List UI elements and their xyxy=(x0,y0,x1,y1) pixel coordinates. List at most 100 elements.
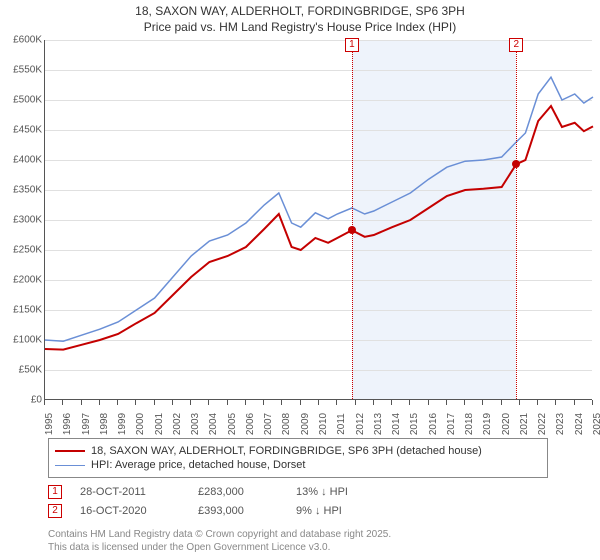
x-tick-label: 2018 xyxy=(464,413,475,435)
legend-label: 18, SAXON WAY, ALDERHOLT, FORDINGBRIDGE,… xyxy=(91,445,482,457)
x-tick-label: 2008 xyxy=(281,413,292,435)
x-tick-label: 2003 xyxy=(190,413,201,435)
x-tick-label: 2000 xyxy=(135,413,146,435)
x-tick xyxy=(190,400,191,405)
y-tick-label: £400K xyxy=(13,155,42,166)
x-tick xyxy=(482,400,483,405)
x-tick xyxy=(172,400,173,405)
x-tick-label: 2020 xyxy=(501,413,512,435)
x-tick-label: 2006 xyxy=(245,413,256,435)
x-tick xyxy=(245,400,246,405)
title-line1: 18, SAXON WAY, ALDERHOLT, FORDINGBRIDGE,… xyxy=(0,4,600,20)
y-tick-label: £600K xyxy=(13,35,42,46)
series-price_paid xyxy=(45,106,593,350)
sale-num-box: 1 xyxy=(48,485,62,499)
x-tick xyxy=(409,400,410,405)
x-tick-label: 2024 xyxy=(574,413,585,435)
y-tick-label: £250K xyxy=(13,245,42,256)
sale-dot xyxy=(512,160,520,168)
x-tick-label: 2014 xyxy=(391,413,402,435)
y-axis: £0£50K£100K£150K£200K£250K£300K£350K£400… xyxy=(0,40,44,400)
x-tick-label: 1997 xyxy=(81,413,92,435)
line-plot-svg xyxy=(45,40,593,400)
sale-date: 16-OCT-2020 xyxy=(80,505,180,517)
x-tick xyxy=(62,400,63,405)
sale-diff: 9% ↓ HPI xyxy=(296,505,396,517)
y-tick-label: £150K xyxy=(13,305,42,316)
x-tick-label: 2013 xyxy=(373,413,384,435)
title-block: 18, SAXON WAY, ALDERHOLT, FORDINGBRIDGE,… xyxy=(0,0,600,35)
legend-row: 18, SAXON WAY, ALDERHOLT, FORDINGBRIDGE,… xyxy=(55,445,541,457)
sale-num-box: 2 xyxy=(48,504,62,518)
x-tick xyxy=(574,400,575,405)
y-tick-label: £0 xyxy=(31,395,42,406)
x-tick xyxy=(99,400,100,405)
x-tick-label: 2022 xyxy=(537,413,548,435)
x-tick-label: 2004 xyxy=(208,413,219,435)
x-tick xyxy=(519,400,520,405)
sale-marker-box: 1 xyxy=(345,38,359,52)
x-tick xyxy=(154,400,155,405)
x-tick-label: 2007 xyxy=(263,413,274,435)
x-tick xyxy=(501,400,502,405)
x-tick xyxy=(81,400,82,405)
x-tick xyxy=(537,400,538,405)
x-tick-label: 2023 xyxy=(555,413,566,435)
chart-container: 18, SAXON WAY, ALDERHOLT, FORDINGBRIDGE,… xyxy=(0,0,600,560)
x-tick-label: 2011 xyxy=(336,413,347,435)
sale-row: 216-OCT-2020£393,0009% ↓ HPI xyxy=(48,504,548,518)
sale-dot xyxy=(348,226,356,234)
sale-price: £283,000 xyxy=(198,486,278,498)
x-tick xyxy=(592,400,593,405)
x-tick-label: 2017 xyxy=(446,413,457,435)
x-tick-label: 2025 xyxy=(592,413,600,435)
sale-row: 1 28-OCT-2011 £283,000 13% ↓ HPI xyxy=(48,485,548,499)
plot-area: 12 xyxy=(44,40,592,400)
sale-marker-box: 2 xyxy=(509,38,523,52)
x-axis: 1995199619971998199920002001200220032004… xyxy=(44,400,592,430)
footer-line2: This data is licensed under the Open Gov… xyxy=(48,541,391,554)
x-tick xyxy=(227,400,228,405)
x-tick-label: 2010 xyxy=(318,413,329,435)
x-tick-label: 2021 xyxy=(519,413,530,435)
x-tick xyxy=(318,400,319,405)
series-hpi xyxy=(45,77,593,341)
x-tick-label: 2002 xyxy=(172,413,183,435)
x-tick xyxy=(336,400,337,405)
x-tick xyxy=(263,400,264,405)
chart-area: £0£50K£100K£150K£200K£250K£300K£350K£400… xyxy=(0,40,600,430)
legend-swatch xyxy=(55,465,85,466)
sale-diff: 13% ↓ HPI xyxy=(296,486,396,498)
x-tick xyxy=(117,400,118,405)
sales-summary: 1 28-OCT-2011 £283,000 13% ↓ HPI 2 16-OCT-202… xyxy=(48,480,548,523)
x-tick xyxy=(391,400,392,405)
y-tick-label: £450K xyxy=(13,125,42,136)
legend-label: HPI: Average price, detached house, Dors… xyxy=(91,459,305,471)
x-tick-label: 2015 xyxy=(409,413,420,435)
sale-date: 28-OCT-2011 xyxy=(80,486,180,498)
x-tick-label: 2009 xyxy=(300,413,311,435)
x-tick-label: 2005 xyxy=(227,413,238,435)
x-tick-label: 2001 xyxy=(154,413,165,435)
y-tick-label: £500K xyxy=(13,95,42,106)
sale-vline xyxy=(352,40,353,399)
x-tick xyxy=(135,400,136,405)
x-tick-label: 1996 xyxy=(62,413,73,435)
legend-box: 18, SAXON WAY, ALDERHOLT, FORDINGBRIDGE,… xyxy=(48,438,548,478)
footer-line1: Contains HM Land Registry data © Crown c… xyxy=(48,528,391,541)
x-tick xyxy=(373,400,374,405)
title-line2: Price paid vs. HM Land Registry's House … xyxy=(0,20,600,36)
x-tick xyxy=(300,400,301,405)
x-tick-label: 2012 xyxy=(355,413,366,435)
x-tick xyxy=(281,400,282,405)
x-tick-label: 1995 xyxy=(44,413,55,435)
sale-vline xyxy=(516,40,517,399)
legend-swatch xyxy=(55,450,85,452)
x-tick-label: 2016 xyxy=(428,413,439,435)
x-tick xyxy=(446,400,447,405)
footer-attribution: Contains HM Land Registry data © Crown c… xyxy=(48,528,391,554)
x-tick-label: 1999 xyxy=(117,413,128,435)
y-tick-label: £200K xyxy=(13,275,42,286)
x-tick xyxy=(464,400,465,405)
y-tick-label: £100K xyxy=(13,335,42,346)
